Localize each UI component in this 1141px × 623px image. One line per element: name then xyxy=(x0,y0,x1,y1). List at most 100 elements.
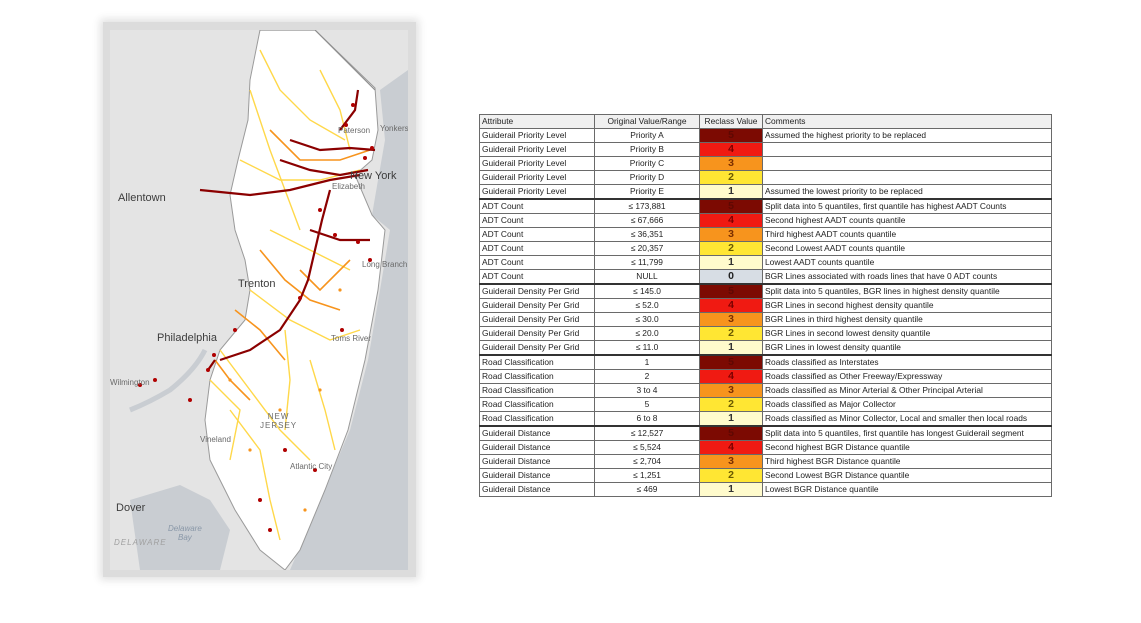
cell-comment: BGR Lines in second lowest density quant… xyxy=(762,326,1052,341)
table-row: Guiderail Density Per Grid ≤ 11.0 1 BGR Lin… xyxy=(479,340,1052,356)
cell-comment: BGR Lines associated with roads lines th… xyxy=(762,269,1052,285)
cell-original-value: ≤ 173,881 xyxy=(594,198,700,214)
cell-comment: BGR Lines in second highest density quan… xyxy=(762,298,1052,313)
cell-original-value: 1 xyxy=(594,354,700,370)
cell-comment: Roads classified as Interstates xyxy=(762,354,1052,370)
cell-attribute: Guiderail Priority Level xyxy=(479,128,595,143)
map-label-dover: Dover xyxy=(116,502,146,514)
cell-reclass-value: 3 xyxy=(699,454,763,469)
cell-comment: Third highest AADT counts quantile xyxy=(762,227,1052,242)
cell-original-value: ≤ 145.0 xyxy=(594,283,700,299)
cell-attribute: Guiderail Density Per Grid xyxy=(479,340,595,356)
guiderail-points-mid xyxy=(228,288,342,512)
cell-comment xyxy=(762,156,1052,171)
cell-attribute: Guiderail Priority Level xyxy=(479,170,595,185)
guiderail-points xyxy=(138,103,374,532)
cell-attribute: ADT Count xyxy=(479,198,595,214)
cell-attribute: Guiderail Priority Level xyxy=(479,156,595,171)
cell-reclass-value: 1 xyxy=(699,411,763,427)
cell-reclass-value: 4 xyxy=(699,213,763,228)
cell-attribute: Guiderail Density Per Grid xyxy=(479,326,595,341)
cell-reclass-value: 2 xyxy=(699,326,763,341)
cell-original-value: ≤ 1,251 xyxy=(594,468,700,483)
table-row: ADT Count ≤ 20,357 2 Second Lowest AADT cou… xyxy=(479,241,1052,256)
table-row: Guiderail Distance ≤ 5,524 4 Second highest… xyxy=(479,440,1052,455)
cell-original-value: Priority A xyxy=(594,128,700,143)
map-graphic xyxy=(129,30,408,570)
cell-comment: Assumed the highest priority to be repla… xyxy=(762,128,1052,143)
cell-comment: BGR Lines in lowest density quantile xyxy=(762,340,1052,356)
cell-original-value: Priority C xyxy=(594,156,700,171)
cell-attribute: Guiderail Distance xyxy=(479,425,595,441)
cell-reclass-value: 3 xyxy=(699,383,763,398)
cell-reclass-value: 4 xyxy=(699,142,763,157)
table-row: Road Classification 2 4 Roads classified as… xyxy=(479,369,1052,384)
cell-attribute: Road Classification xyxy=(479,411,595,427)
high-priority-roads xyxy=(199,89,376,371)
cell-attribute: ADT Count xyxy=(479,227,595,242)
map-label-allentown: Allentown xyxy=(118,192,166,204)
table-row: Guiderail Density Per Grid ≤ 52.0 4 BGR Lin… xyxy=(479,298,1052,313)
reclass-table: Attribute Original Value/Range Reclass V… xyxy=(479,114,1052,497)
cell-original-value: ≤ 2,704 xyxy=(594,454,700,469)
cell-original-value: ≤ 36,351 xyxy=(594,227,700,242)
cell-comment: BGR Lines in third highest density quant… xyxy=(762,312,1052,327)
cell-reclass-value: 2 xyxy=(699,397,763,412)
header-attribute: Attribute xyxy=(479,114,595,129)
cell-comment: Assumed the lowest priority to be replac… xyxy=(762,184,1052,200)
cell-reclass-value: 4 xyxy=(699,440,763,455)
cell-reclass-value: 0 xyxy=(699,269,763,285)
cell-attribute: ADT Count xyxy=(479,255,595,270)
cell-original-value: ≤ 11.0 xyxy=(594,340,700,356)
cell-reclass-value: 2 xyxy=(699,468,763,483)
cell-original-value: Priority D xyxy=(594,170,700,185)
map-label-delaware: DELAWARE xyxy=(114,538,167,547)
cell-reclass-value: 4 xyxy=(699,369,763,384)
cell-reclass-value: 4 xyxy=(699,298,763,313)
state-border-line xyxy=(260,30,376,91)
map-label-long-branch: Long Branch xyxy=(362,260,408,269)
cell-original-value: NULL xyxy=(594,269,700,285)
cell-comment: Split data into 5 quantiles, first quant… xyxy=(762,198,1052,214)
table-row: Guiderail Distance ≤ 469 1 Lowest BGR Dista… xyxy=(479,482,1052,497)
cell-original-value: ≤ 67,666 xyxy=(594,213,700,228)
cell-attribute: Guiderail Density Per Grid xyxy=(479,312,595,327)
cell-original-value: 3 to 4 xyxy=(594,383,700,398)
cell-comment: Second Lowest BGR Distance quantile xyxy=(762,468,1052,483)
map-label-wilmington: Wilmington xyxy=(110,378,150,387)
cell-original-value: ≤ 20.0 xyxy=(594,326,700,341)
cell-comment: Lowest BGR Distance quantile xyxy=(762,482,1052,497)
table-row: Guiderail Density Per Grid ≤ 20.0 2 BGR Lin… xyxy=(479,326,1052,341)
map-label-paterson: Paterson xyxy=(338,126,371,135)
cell-attribute: Guiderail Density Per Grid xyxy=(479,283,595,299)
table-body: Guiderail Priority Level Priority A 5 Assum… xyxy=(479,128,1052,497)
cell-reclass-value: 3 xyxy=(699,227,763,242)
map-label-vineland: Vineland xyxy=(200,435,231,444)
table-row: Guiderail Distance ≤ 2,704 3 Third highest … xyxy=(479,454,1052,469)
cell-original-value: 2 xyxy=(594,369,700,384)
map-label-toms-river: Toms River xyxy=(331,334,372,343)
cell-attribute: ADT Count xyxy=(479,213,595,228)
header-comments: Comments xyxy=(762,114,1052,129)
cell-attribute: Road Classification xyxy=(479,397,595,412)
cell-attribute: Guiderail Priority Level xyxy=(479,184,595,200)
table-row: Guiderail Density Per Grid ≤ 145.0 5 Split … xyxy=(479,283,1052,299)
map-frame: Allentown New York Yonkers Paterson Eliz… xyxy=(103,22,416,577)
table-row: Road Classification 5 2 Roads classified as… xyxy=(479,397,1052,412)
low-priority-roads xyxy=(209,49,361,541)
cell-reclass-value: 3 xyxy=(699,312,763,327)
cell-attribute: Road Classification xyxy=(479,383,595,398)
cell-reclass-value: 2 xyxy=(699,241,763,256)
cell-attribute: Guiderail Distance xyxy=(479,468,595,483)
cell-reclass-value: 5 xyxy=(699,354,763,370)
cell-reclass-value: 1 xyxy=(699,482,763,497)
map-label-philadelphia: Philadelphia xyxy=(157,332,217,344)
cell-comment: Roads classified as Other Freeway/Expres… xyxy=(762,369,1052,384)
cell-attribute: Guiderail Distance xyxy=(479,440,595,455)
cell-reclass-value: 5 xyxy=(699,128,763,143)
header-original-value: Original Value/Range xyxy=(594,114,700,129)
map-label-new-york: New York xyxy=(350,170,397,182)
cell-comment: Split data into 5 quantiles, BGR lines i… xyxy=(762,283,1052,299)
table-row: ADT Count ≤ 11,799 1 Lowest AADT counts qua… xyxy=(479,255,1052,270)
map-panel[interactable]: Allentown New York Yonkers Paterson Eliz… xyxy=(110,30,408,570)
